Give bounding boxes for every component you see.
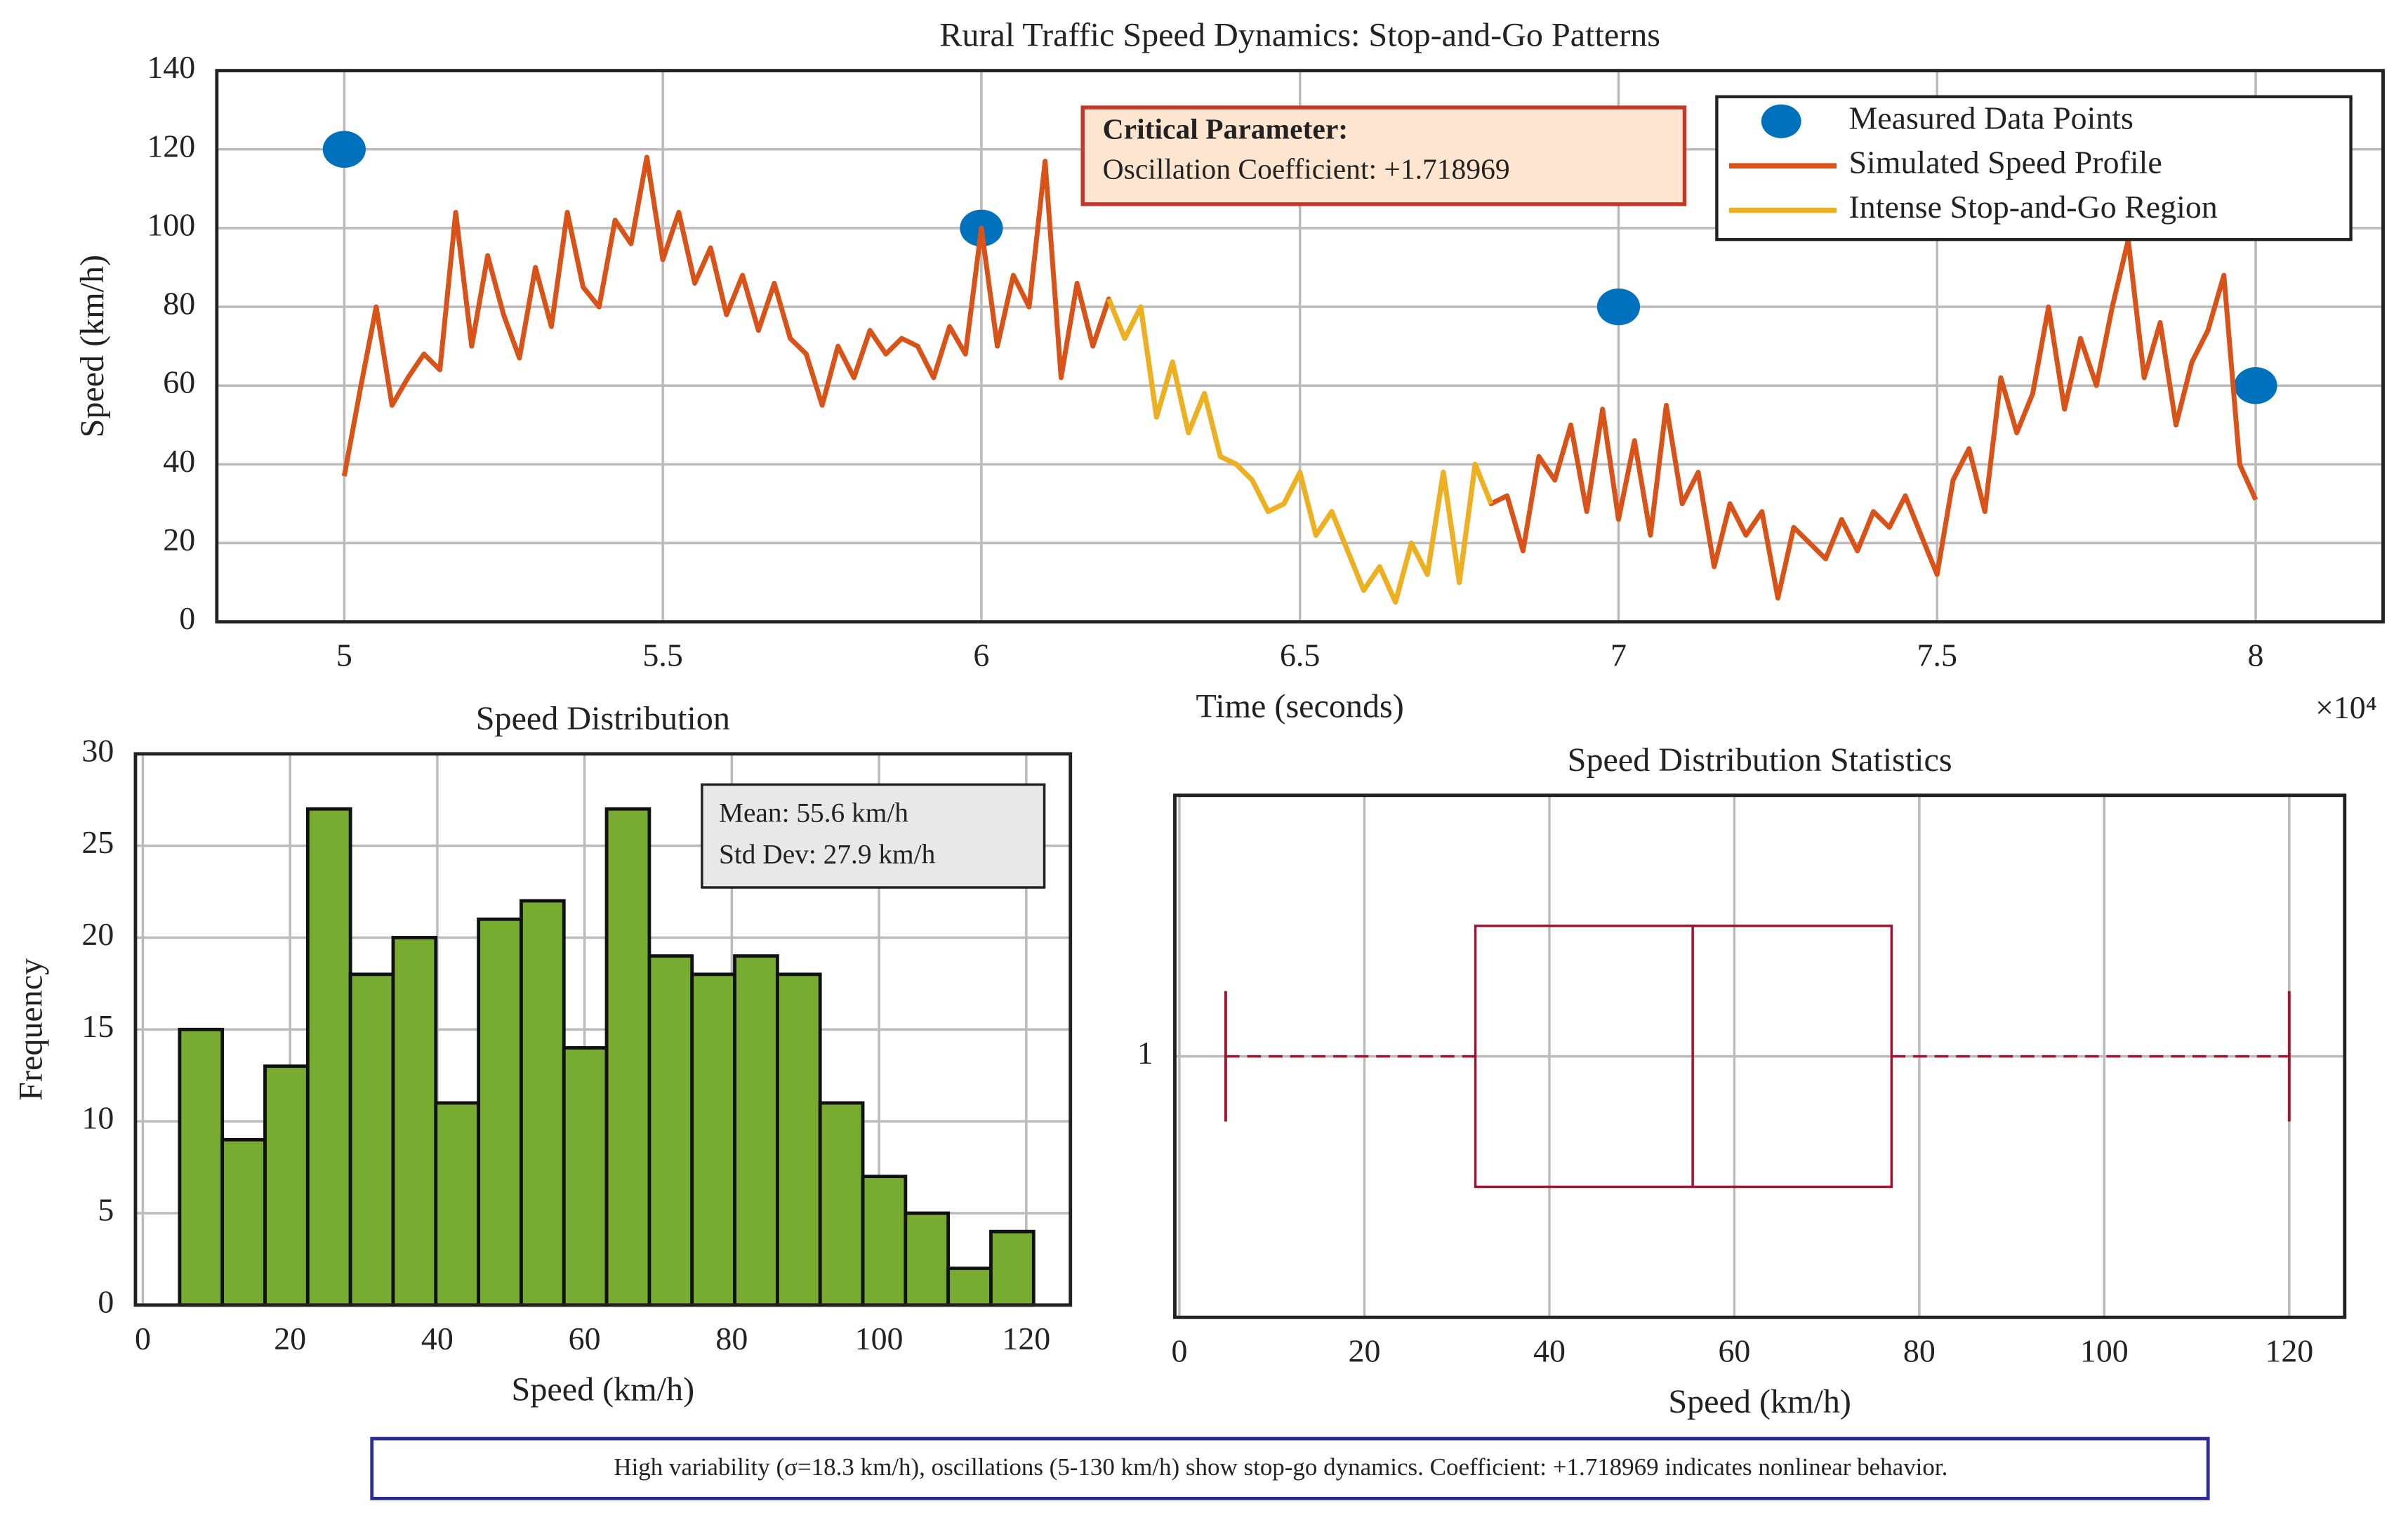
x-tick-label: 20 [1349, 1333, 1381, 1368]
x-axis-label: Speed (km/h) [1668, 1383, 1851, 1420]
y-axis-label: Speed (km/h) [74, 255, 111, 438]
x-tick-label: 0 [135, 1321, 151, 1356]
plot-frame [1173, 793, 2347, 1319]
x-tick-label: 120 [1002, 1321, 1050, 1356]
y-tick-label: 100 [147, 206, 195, 242]
x-tick-label: 7 [1610, 637, 1627, 673]
x-tick-label: 80 [1903, 1333, 1936, 1368]
y-tick-label: 40 [163, 443, 195, 479]
histogram-bar [477, 917, 523, 1307]
y-tick-label: 20 [163, 522, 195, 557]
footer-note: High variability (σ=18.3 km/h), oscillat… [614, 1453, 1947, 1481]
legend-marker [1761, 104, 1801, 138]
x-tick-label: 100 [2080, 1333, 2129, 1368]
histogram-bar [220, 1137, 267, 1307]
annotation-box [1080, 105, 1687, 206]
y-tick-label: 80 [163, 286, 195, 322]
y-tick-label: 120 [147, 128, 195, 164]
x-tick-label: 6 [973, 637, 989, 673]
histogram-bar [690, 972, 736, 1307]
y-tick-label: 30 [81, 732, 114, 768]
histogram-bar [178, 1027, 225, 1307]
histogram-bar [305, 807, 352, 1307]
data-point [1596, 288, 1641, 326]
chart-title: Speed Distribution [476, 700, 730, 737]
y-axis-label: Frequency [13, 958, 50, 1101]
legend-label: Intense Stop-and-Go Region [1848, 189, 2217, 225]
annotation-text: Mean: 55.6 km/h [719, 797, 908, 828]
histogram-bar [391, 936, 438, 1307]
histogram-bar [434, 1101, 481, 1307]
y-tick-label: 15 [81, 1008, 114, 1044]
x-axis-label: Speed (km/h) [512, 1371, 695, 1408]
speed-line [1106, 298, 1494, 605]
histogram-bar [733, 954, 779, 1307]
histogram-bar [861, 1175, 908, 1307]
y-tick-label: 60 [163, 364, 195, 400]
legend-label: Simulated Speed Profile [1848, 145, 2162, 180]
x-axis-label: Time (seconds) [1196, 687, 1404, 725]
y-tick-label: 5 [98, 1192, 114, 1228]
histogram-bar [989, 1229, 1036, 1307]
y-tick-label: 0 [98, 1283, 114, 1319]
annotation-box [701, 783, 1046, 889]
y-tick-label: 0 [179, 600, 195, 636]
histogram-bar [520, 899, 566, 1307]
x-tick-label: 120 [2265, 1333, 2313, 1368]
histogram-bar [775, 972, 822, 1307]
x-tick-label: 20 [274, 1321, 306, 1356]
x-tick-label: 40 [421, 1321, 454, 1356]
chart-title: Rural Traffic Speed Dynamics: Stop-and-G… [939, 17, 1660, 54]
x-tick-label: 7.5 [1917, 637, 1957, 673]
plot-frame [133, 752, 1073, 1307]
histogram-bar [263, 1064, 310, 1307]
annotation-text: Std Dev: 27.9 km/h [719, 838, 936, 869]
box [1474, 924, 1893, 1189]
chart-title: Speed Distribution Statistics [1568, 741, 1952, 779]
x-tick-label: 6.5 [1280, 637, 1320, 673]
annotation-text: Oscillation Coefficient: +1.718969 [1103, 152, 1510, 185]
histogram-bar [604, 807, 651, 1307]
y-tick-label: 10 [81, 1100, 114, 1136]
x-tick-label: 40 [1533, 1333, 1566, 1368]
annotation-text: Critical Parameter: [1103, 113, 1348, 145]
y-tick-label: 1 [1137, 1035, 1153, 1071]
histogram-bar [348, 972, 395, 1307]
histogram-bar [904, 1211, 951, 1307]
histogram-bar [946, 1267, 993, 1307]
plot-frame [215, 69, 2385, 624]
x-tick-label: 0 [1172, 1333, 1188, 1368]
x-tick-label: 5.5 [642, 637, 682, 673]
data-point [322, 131, 366, 168]
legend-label: Measured Data Points [1848, 100, 2133, 136]
x-tick-label: 80 [715, 1321, 748, 1356]
histogram-bar [647, 954, 694, 1307]
x-tick-label: 60 [1718, 1333, 1750, 1368]
y-tick-label: 20 [81, 916, 114, 952]
data-point [2234, 366, 2277, 404]
x-tick-label: 8 [2248, 637, 2264, 673]
x-tick-label: 100 [855, 1321, 904, 1356]
x-multiplier: ×10⁴ [2315, 689, 2377, 725]
footer-box [370, 1436, 2210, 1500]
x-tick-label: 60 [569, 1321, 601, 1356]
y-tick-label: 25 [81, 824, 114, 860]
histogram-bar [562, 1046, 609, 1307]
y-tick-label: 140 [147, 49, 195, 85]
histogram-bar [818, 1101, 865, 1307]
x-tick-label: 5 [336, 637, 352, 673]
